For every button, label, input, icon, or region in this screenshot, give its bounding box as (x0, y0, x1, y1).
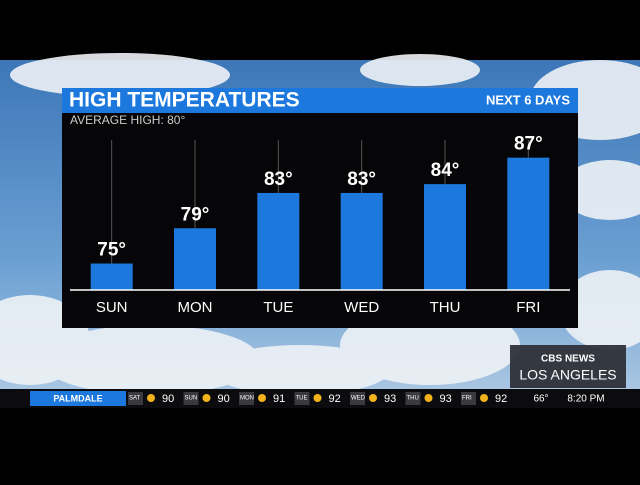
logo-network: CBS NEWS (541, 354, 595, 365)
x-tick-label: FRI (516, 299, 540, 316)
x-tick-label: MON (178, 299, 213, 316)
value-label: 84° (431, 160, 460, 181)
ticker-temp: 90 (162, 393, 174, 405)
sun-icon (369, 394, 377, 402)
ticker-day-box (294, 392, 310, 405)
title-bar (62, 88, 578, 113)
clock: 8:20 PM (567, 394, 604, 405)
chart-panel (62, 113, 578, 328)
bar (257, 192, 300, 290)
ticker-day: FRI (462, 396, 472, 402)
clouds (0, 53, 640, 395)
ticker-temp: 90 (218, 393, 230, 405)
value-label: 87° (514, 134, 543, 155)
ticker-location: PALMDALE (53, 393, 102, 403)
ticker-day: SUN (185, 396, 198, 402)
ticker-day: MON (240, 396, 254, 402)
chart-title: HIGH TEMPERATURES (69, 89, 300, 112)
ticker-day: THU (407, 396, 419, 402)
x-tick-label: SUN (96, 299, 128, 316)
ticker-day-box (461, 392, 476, 405)
value-label: 79° (181, 204, 210, 225)
logo-box (510, 345, 626, 388)
ticker-temp: 93 (440, 393, 452, 405)
ticker-temp: 92 (495, 393, 507, 405)
ticker-day-box (350, 392, 365, 405)
bar (174, 228, 216, 290)
sun-icon (424, 394, 433, 402)
ticker-temp: 93 (384, 393, 396, 405)
ticker-location-box (30, 391, 126, 406)
sun-icon (147, 394, 155, 402)
annotation: NEXT 6 DAYS (486, 92, 570, 107)
ticker-day: SAT (129, 396, 141, 402)
value-label: 83° (264, 169, 293, 190)
sun-icon (202, 394, 211, 402)
value-label: 75° (97, 240, 126, 261)
current-temp: 66° (533, 394, 548, 405)
x-tick-label: TUE (263, 299, 293, 316)
ticker-day-box (183, 392, 199, 405)
x-tick-label: WED (344, 299, 379, 316)
sun-icon (480, 394, 488, 402)
chart-subtitle: AVERAGE HIGH: 80° (70, 113, 185, 127)
bar (340, 192, 383, 290)
bar (424, 184, 466, 290)
ticker-day: TUE (296, 396, 308, 402)
ticker-day-box (405, 392, 421, 405)
ticker-temp: 92 (329, 393, 341, 405)
ticker-day-box (239, 392, 254, 405)
bar (507, 157, 550, 290)
plot: 75° SUN 79° MON 83° TUE 83° WED 84° THU 87° FRI (70, 134, 570, 316)
logo-station: LOS ANGELES (519, 367, 616, 383)
x-tick-label: THU (430, 299, 461, 316)
sun-icon (313, 394, 322, 402)
ticker-days: SAT 90 SUN 90 MON 91 TUE 92 WED 93 THU 93 FRI 92 (128, 392, 507, 405)
ticker-day: WED (351, 396, 366, 402)
bar (90, 263, 133, 290)
ticker-day-box (128, 392, 143, 405)
sun-icon (258, 394, 266, 402)
ticker-temp: 91 (273, 393, 285, 405)
value-label: 83° (347, 169, 376, 190)
